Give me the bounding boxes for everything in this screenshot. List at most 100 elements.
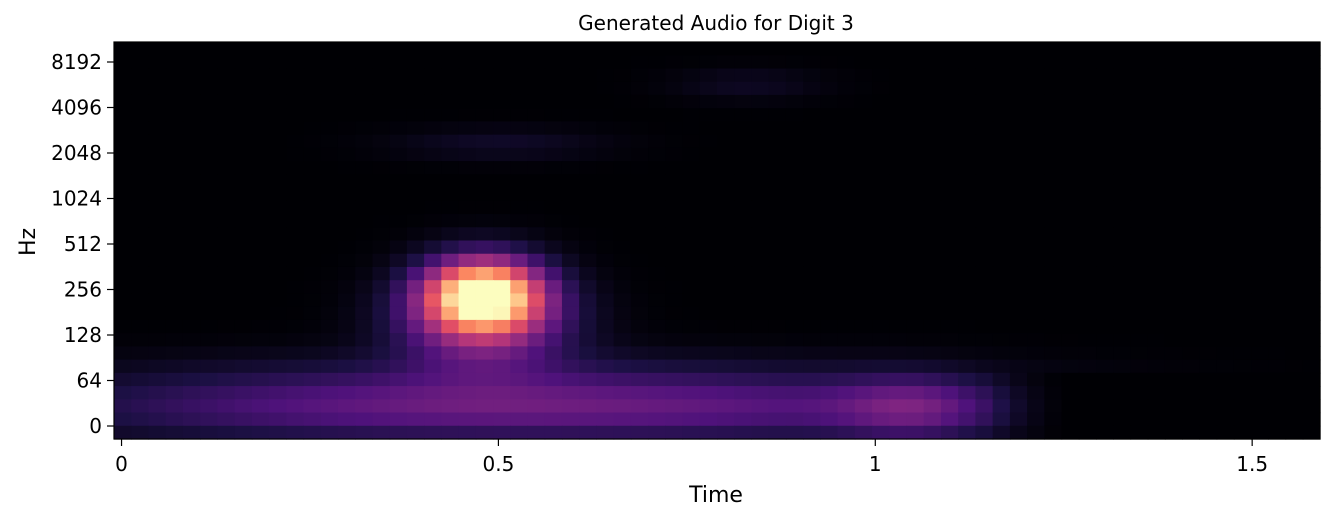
heatmap-cell (1216, 359, 1235, 374)
heatmap-cell (768, 214, 787, 228)
heatmap-cell (906, 425, 925, 440)
heatmap-cell (1216, 372, 1235, 387)
heatmap-cell (958, 306, 977, 321)
heatmap-cell (940, 333, 959, 347)
heatmap-cell (1268, 94, 1287, 109)
heatmap-cell (269, 386, 287, 400)
heatmap-cell (579, 121, 597, 136)
heatmap-cell (165, 386, 184, 400)
heatmap-cell (958, 386, 977, 400)
heatmap-cell (1096, 253, 1114, 268)
heatmap-cell (1061, 134, 1080, 149)
heatmap-cell (975, 108, 994, 122)
heatmap-cell (889, 227, 908, 242)
heatmap-cell (613, 425, 632, 440)
heatmap-cell (337, 333, 356, 347)
heatmap-cell (217, 293, 236, 308)
heatmap-cell (1285, 412, 1304, 427)
heatmap-cell (320, 399, 339, 414)
heatmap-cell (699, 68, 718, 83)
heatmap-cell (751, 253, 770, 268)
heatmap-cell (1096, 94, 1114, 109)
heatmap-cell (682, 200, 701, 215)
heatmap-cell (992, 280, 1011, 295)
heatmap-cell (1027, 359, 1045, 374)
heatmap-cell (561, 346, 580, 361)
heatmap-cell (303, 399, 322, 414)
heatmap-cell (131, 293, 150, 308)
heatmap-cell (751, 108, 770, 122)
heatmap-cell (768, 346, 787, 361)
heatmap-cell (889, 81, 908, 96)
heatmap-cell (337, 174, 356, 189)
heatmap-cell (251, 280, 270, 295)
heatmap-cell (992, 68, 1011, 83)
heatmap-cell (803, 306, 821, 321)
heatmap-cell (1044, 399, 1063, 414)
heatmap-cell (923, 253, 942, 268)
heatmap-cell (424, 266, 442, 281)
heatmap-cell (1216, 399, 1235, 414)
heatmap-cell (1216, 425, 1235, 440)
heatmap-cell (337, 359, 356, 374)
heatmap-cell (940, 68, 959, 83)
heatmap-cell (820, 240, 839, 255)
heatmap-cell (1113, 55, 1132, 70)
heatmap-cell (923, 174, 942, 189)
heatmap-cell (544, 121, 563, 136)
heatmap-cell (648, 214, 666, 228)
heatmap-cell (389, 266, 408, 281)
heatmap-cell (1113, 161, 1132, 175)
heatmap-cell (458, 280, 477, 295)
heatmap-cell (975, 266, 994, 281)
heatmap-cell (906, 346, 925, 361)
heatmap-cell (734, 161, 753, 175)
heatmap-cell (1096, 108, 1114, 122)
heatmap-cell (527, 81, 546, 96)
heatmap-cell (923, 55, 942, 70)
heatmap-cell (1027, 174, 1045, 189)
heatmap-cell (975, 319, 994, 334)
heatmap-cell (217, 306, 236, 321)
heatmap-cell (355, 134, 374, 149)
heatmap-cell (561, 121, 580, 136)
heatmap-cell (923, 359, 942, 374)
heatmap-cell (561, 187, 580, 202)
heatmap-cell (493, 293, 511, 308)
heatmap-cell (424, 425, 442, 440)
heatmap-cell (303, 227, 322, 242)
heatmap-cell (596, 187, 615, 202)
heatmap-cell (114, 399, 132, 414)
heatmap-cell (1164, 121, 1183, 136)
heatmap-cell (751, 200, 770, 215)
heatmap-cell (493, 346, 511, 361)
heatmap-cell (1233, 214, 1252, 228)
heatmap-cell (906, 200, 925, 215)
heatmap-cell (1078, 333, 1097, 347)
heatmap-cell (906, 174, 925, 189)
heatmap-cell (165, 306, 184, 321)
heatmap-cell (182, 174, 201, 189)
heatmap-cell (665, 147, 684, 162)
heatmap-cell (1302, 359, 1321, 374)
heatmap-cell (234, 280, 253, 295)
heatmap-cell (820, 372, 839, 387)
heatmap-cell (1182, 425, 1200, 440)
heatmap-cell (406, 359, 425, 374)
heatmap-cell (699, 214, 718, 228)
heatmap-cell (1061, 346, 1080, 361)
heatmap-cell (751, 359, 770, 374)
heatmap-cell (217, 214, 236, 228)
heatmap-cell (441, 253, 460, 268)
heatmap-cell (561, 359, 580, 374)
heatmap-cell (131, 399, 150, 414)
heatmap-cell (854, 161, 873, 175)
heatmap-cell (923, 346, 942, 361)
heatmap-cell (148, 147, 167, 162)
heatmap-cell (200, 81, 218, 96)
heatmap-cell (854, 333, 873, 347)
plot-frame (113, 41, 1321, 440)
heatmap-cell (803, 134, 821, 149)
heatmap-cell (234, 359, 253, 374)
heatmap-cell (493, 399, 511, 414)
